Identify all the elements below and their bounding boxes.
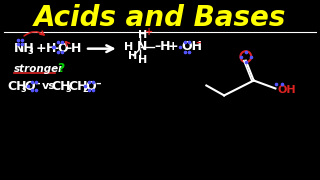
Text: N: N (137, 40, 148, 53)
Text: –: – (35, 78, 40, 89)
Text: Acids and Bases: Acids and Bases (34, 4, 286, 32)
Text: CH: CH (52, 80, 71, 93)
Text: H: H (138, 55, 148, 65)
Text: CH: CH (7, 80, 27, 93)
FancyArrowPatch shape (24, 31, 44, 36)
Text: H: H (128, 51, 138, 61)
Text: 3: 3 (28, 47, 34, 56)
Text: NH: NH (14, 42, 35, 55)
Text: –: – (52, 42, 59, 55)
Text: 3: 3 (65, 85, 71, 94)
Text: –: – (95, 78, 100, 89)
FancyArrowPatch shape (66, 42, 70, 46)
Text: H: H (71, 42, 82, 55)
Text: ?: ? (57, 62, 65, 75)
Text: 3: 3 (21, 85, 27, 94)
Text: O: O (85, 80, 96, 93)
Text: +: + (36, 42, 46, 55)
Text: –: – (65, 42, 71, 55)
Text: –H: –H (154, 40, 171, 53)
Text: O: O (25, 80, 36, 93)
Text: +: + (168, 40, 179, 53)
Text: 2: 2 (82, 85, 88, 94)
Text: H: H (138, 30, 148, 40)
Text: OH: OH (182, 40, 203, 53)
Text: CH: CH (68, 80, 88, 93)
Text: –: – (196, 38, 201, 48)
Text: OH: OH (277, 86, 296, 95)
Text: stronger: stronger (14, 64, 64, 74)
Text: H: H (124, 42, 133, 52)
Text: O: O (57, 42, 68, 55)
Text: H: H (45, 42, 56, 55)
Text: +: + (145, 27, 153, 37)
Text: vs: vs (42, 82, 55, 91)
